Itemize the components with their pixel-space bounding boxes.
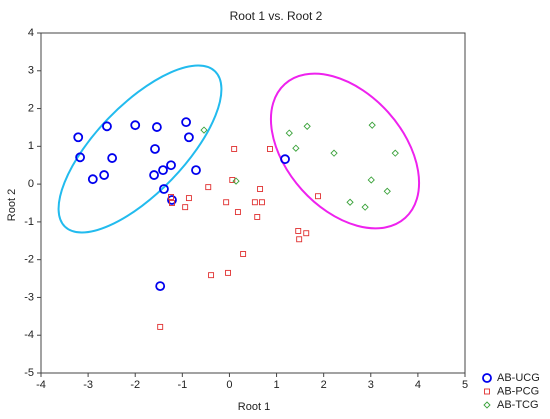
point xyxy=(280,154,290,165)
x-tick-label: -3 xyxy=(83,379,93,391)
y-axis-label: Root 2 xyxy=(6,189,18,221)
ucg-ellipse xyxy=(57,64,223,234)
x-tick-label: 2 xyxy=(321,379,327,391)
point xyxy=(151,122,162,132)
point xyxy=(367,176,375,184)
point xyxy=(303,122,311,130)
point xyxy=(254,214,261,220)
point xyxy=(149,170,159,180)
point xyxy=(267,146,273,152)
point xyxy=(73,132,84,143)
point xyxy=(107,153,118,163)
tcg-ellipse xyxy=(269,72,421,230)
point xyxy=(292,144,300,152)
point xyxy=(383,187,391,195)
y-tick-label: -5 xyxy=(24,367,34,379)
point xyxy=(102,121,112,132)
x-axis-label: Root 1 xyxy=(238,401,270,413)
point xyxy=(184,132,194,143)
legend-label: AB-UCG xyxy=(497,372,540,384)
point xyxy=(251,199,258,206)
point xyxy=(240,251,247,257)
point xyxy=(205,184,212,191)
point xyxy=(155,281,166,292)
point xyxy=(130,120,141,131)
x-tick-label: -4 xyxy=(36,379,46,391)
chart-title: Root 1 vs. Root 2 xyxy=(230,9,323,23)
point xyxy=(181,117,192,128)
point xyxy=(159,184,169,194)
x-tick-label: -2 xyxy=(130,379,140,391)
point xyxy=(295,228,302,234)
point xyxy=(234,209,241,216)
x-tick-label: 3 xyxy=(368,379,374,391)
point xyxy=(185,195,192,202)
point xyxy=(296,236,303,243)
x-tick-label: -1 xyxy=(177,379,187,391)
point xyxy=(150,144,160,154)
x-tick-label: 4 xyxy=(415,379,421,391)
legend-marker xyxy=(482,373,492,383)
legend-label: AB-TCG xyxy=(497,399,539,411)
y-tick-label: -1 xyxy=(24,216,34,228)
y-tick-label: 0 xyxy=(28,178,34,190)
point xyxy=(257,186,264,192)
point xyxy=(200,126,208,134)
y-tick-label: -3 xyxy=(24,291,34,303)
point xyxy=(368,121,376,129)
point xyxy=(231,146,238,152)
plot-frame xyxy=(40,32,466,374)
point xyxy=(167,195,177,205)
point xyxy=(232,177,240,185)
point xyxy=(75,152,86,163)
point xyxy=(182,204,189,211)
y-tick-label: 1 xyxy=(28,140,34,152)
y-tick-label: 4 xyxy=(28,27,34,39)
point xyxy=(315,193,321,200)
legend-marker xyxy=(483,401,491,409)
point xyxy=(191,165,201,176)
y-tick-label: -2 xyxy=(24,254,34,266)
y-tick-label: 2 xyxy=(28,102,34,114)
point xyxy=(285,129,293,137)
point xyxy=(166,160,176,171)
x-tick-label: 1 xyxy=(273,379,279,391)
point xyxy=(157,323,164,330)
point xyxy=(208,272,215,279)
y-tick-label: -4 xyxy=(24,329,34,341)
point xyxy=(168,194,174,200)
point xyxy=(223,199,230,206)
point xyxy=(391,149,399,157)
point xyxy=(225,269,231,276)
legend-label: AB-PCG xyxy=(497,385,539,397)
point xyxy=(259,199,265,206)
point xyxy=(87,174,98,185)
point xyxy=(158,165,168,176)
point xyxy=(361,203,369,211)
point xyxy=(169,200,175,206)
point xyxy=(346,198,354,206)
legend-marker xyxy=(484,388,490,395)
x-tick-label: 0 xyxy=(226,379,232,391)
y-tick-label: 3 xyxy=(28,65,34,77)
point xyxy=(330,149,338,157)
x-tick-label: 5 xyxy=(462,379,468,391)
point xyxy=(303,230,310,237)
point xyxy=(99,170,110,180)
